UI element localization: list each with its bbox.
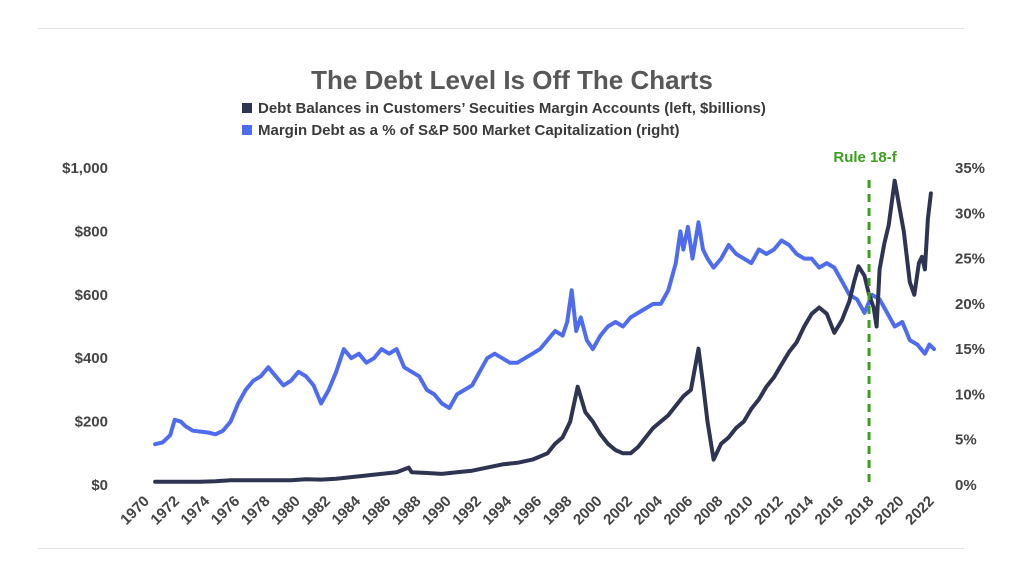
x-tick-label: 1984 <box>329 492 365 528</box>
x-tick-label: 1986 <box>359 493 395 529</box>
right-axis: 0% 5% 10% 15% 20% 25% 30% 35% <box>955 160 985 494</box>
legend-label-debt: Debt Balances in Customers’ Secuities Ma… <box>258 100 766 117</box>
right-tick-label: 5% <box>955 432 977 449</box>
x-tick-label: 1992 <box>449 493 485 529</box>
x-tick-label: 2006 <box>661 493 697 529</box>
left-tick-label: $0 <box>91 477 108 494</box>
x-tick-label: 1970 <box>117 493 153 529</box>
left-tick-label: $200 <box>75 414 108 431</box>
x-tick-label: 1974 <box>178 492 214 528</box>
x-tick-label: 1982 <box>298 493 334 529</box>
bottom-divider <box>38 548 964 549</box>
x-tick-label: 2018 <box>842 493 878 529</box>
series-line-margin-pct <box>153 220 936 447</box>
right-tick-label: 20% <box>955 296 985 313</box>
x-tick-label: 1978 <box>238 493 274 529</box>
legend-label-pct: Margin Debt as a % of S&P 500 Market Cap… <box>258 122 679 139</box>
top-divider <box>38 28 964 29</box>
x-tick-label: 1996 <box>510 493 546 529</box>
x-tick-label: 1972 <box>147 493 183 529</box>
legend-swatch-debt <box>242 103 252 113</box>
right-tick-label: 35% <box>955 160 985 177</box>
left-tick-label: $600 <box>75 287 108 304</box>
x-tick-label: 2020 <box>872 493 908 529</box>
x-tick-label: 2014 <box>781 492 817 528</box>
x-tick-label: 1976 <box>208 493 244 529</box>
x-tick-label: 2002 <box>600 493 636 529</box>
x-tick-label: 1998 <box>540 493 576 529</box>
right-tick-label: 30% <box>955 205 985 222</box>
x-tick-label: 1980 <box>268 493 304 529</box>
x-tick-label: 2010 <box>721 493 757 529</box>
rule-18f-label: Rule 18-f <box>833 149 897 166</box>
series-line-debt-balances <box>153 178 933 484</box>
x-tick-label: 2008 <box>691 493 727 529</box>
x-tick-label: 2004 <box>630 492 666 528</box>
right-tick-label: 0% <box>955 477 977 494</box>
x-tick-label: 1990 <box>419 493 455 529</box>
x-tick-label: 2016 <box>812 493 848 529</box>
x-tick-label: 2012 <box>751 493 787 529</box>
right-tick-label: 10% <box>955 386 985 403</box>
x-axis: 1970197219741976197819801982198419861988… <box>117 492 938 528</box>
left-tick-label: $1,000 <box>62 160 108 177</box>
x-tick-label: 2000 <box>570 493 606 529</box>
left-tick-label: $800 <box>75 223 108 240</box>
right-tick-label: 15% <box>955 341 985 358</box>
x-tick-label: 1994 <box>479 492 515 528</box>
chart-title: The Debt Level Is Off The Charts <box>311 65 713 95</box>
legend-swatch-pct <box>242 125 252 135</box>
left-tick-label: $400 <box>75 350 108 367</box>
x-tick-label: 1988 <box>389 493 425 529</box>
left-axis: $0 $200 $400 $600 $800 $1,000 <box>62 160 108 494</box>
right-tick-label: 25% <box>955 251 985 268</box>
x-tick-label: 2022 <box>902 493 938 529</box>
